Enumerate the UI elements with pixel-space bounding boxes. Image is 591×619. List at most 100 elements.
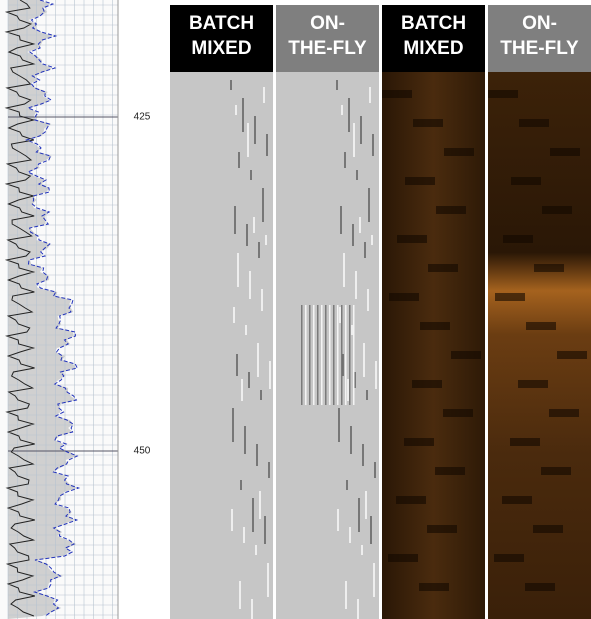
image-texture xyxy=(444,148,474,156)
image-texture xyxy=(362,444,364,466)
depth-label: 450 xyxy=(134,446,151,457)
image-texture xyxy=(502,496,532,504)
image-texture xyxy=(412,380,442,388)
image-texture xyxy=(370,516,372,544)
image-texture xyxy=(359,217,361,233)
image-texture xyxy=(356,170,358,180)
panel-header: ON- xyxy=(522,13,557,34)
image-texture xyxy=(237,253,239,287)
image-texture xyxy=(352,224,354,246)
image-texture xyxy=(337,509,339,531)
image-texture xyxy=(404,438,434,446)
image-texture xyxy=(343,253,345,287)
image-texture xyxy=(235,105,237,115)
image-texture xyxy=(248,372,250,388)
image-texture xyxy=(233,307,235,323)
image-texture xyxy=(250,170,252,180)
image-texture xyxy=(342,354,344,376)
image-texture xyxy=(241,379,243,401)
image-texture xyxy=(309,305,311,405)
image-texture xyxy=(413,119,443,127)
image-texture xyxy=(371,235,373,245)
image-texture xyxy=(533,525,563,533)
image-texture xyxy=(265,235,267,245)
image-texture xyxy=(365,491,367,519)
image-texture xyxy=(353,305,355,405)
image-texture xyxy=(550,148,580,156)
panel-header: THE-FLY xyxy=(288,38,367,59)
image-texture xyxy=(405,177,435,185)
image-texture xyxy=(374,462,376,478)
image-texture xyxy=(313,305,315,405)
image-texture xyxy=(364,242,366,258)
image-texture xyxy=(541,467,571,475)
image-texture xyxy=(525,583,555,591)
image-texture xyxy=(348,98,350,132)
panel-header-bg xyxy=(488,5,591,72)
image-texture xyxy=(268,462,270,478)
image-texture xyxy=(301,305,303,405)
image-texture xyxy=(350,426,352,454)
image-texture xyxy=(305,305,307,405)
image-texture xyxy=(549,409,579,417)
panel-header: BATCH xyxy=(189,13,254,34)
image-texture xyxy=(397,235,427,243)
image-texture xyxy=(262,188,264,222)
image-texture xyxy=(389,293,419,301)
image-texture xyxy=(267,563,269,597)
image-texture xyxy=(372,134,374,156)
image-texture xyxy=(534,264,564,272)
image-texture xyxy=(494,554,524,562)
image-texture xyxy=(351,325,353,335)
image-texture xyxy=(519,119,549,127)
image-panel xyxy=(276,72,379,619)
image-texture xyxy=(345,305,347,405)
image-texture xyxy=(256,444,258,466)
image-texture xyxy=(245,325,247,335)
panel-header-bg xyxy=(276,5,379,72)
panel-header: MIXED xyxy=(403,38,463,59)
panel-header: MIXED xyxy=(191,38,251,59)
image-texture xyxy=(435,467,465,475)
image-texture xyxy=(510,438,540,446)
image-texture xyxy=(382,90,412,98)
image-texture xyxy=(451,351,481,359)
image-texture xyxy=(257,343,259,377)
image-texture xyxy=(231,509,233,531)
image-texture xyxy=(557,351,587,359)
image-texture xyxy=(427,525,457,533)
image-texture xyxy=(337,305,339,405)
image-texture xyxy=(266,134,268,156)
image-texture xyxy=(240,480,242,490)
image-texture xyxy=(345,581,347,609)
image-texture xyxy=(239,581,241,609)
image-texture xyxy=(264,516,266,544)
image-texture xyxy=(336,80,338,90)
image-texture xyxy=(269,361,271,389)
image-texture xyxy=(249,271,251,299)
image-texture xyxy=(254,116,256,144)
image-texture xyxy=(329,305,331,405)
panels: BATCH MIXED ON- THE-FLY BATCH MIXED ON- THE-FLY xyxy=(170,5,591,619)
image-texture xyxy=(357,599,359,619)
image-texture xyxy=(325,305,327,405)
image-texture xyxy=(354,372,356,388)
image-texture xyxy=(355,271,357,299)
image-texture xyxy=(369,87,371,103)
image-texture xyxy=(238,152,240,168)
image-texture xyxy=(518,380,548,388)
image-texture xyxy=(263,87,265,103)
image-texture xyxy=(338,408,340,442)
image-texture xyxy=(366,390,368,400)
panel-header: ON- xyxy=(310,13,345,34)
image-texture xyxy=(232,408,234,442)
panel-header: THE-FLY xyxy=(500,38,579,59)
image-texture xyxy=(443,409,473,417)
image-texture xyxy=(420,322,450,330)
image-texture xyxy=(243,527,245,543)
image-texture xyxy=(344,152,346,168)
image-texture xyxy=(339,307,341,323)
image-texture xyxy=(347,379,349,401)
image-texture xyxy=(333,305,335,405)
